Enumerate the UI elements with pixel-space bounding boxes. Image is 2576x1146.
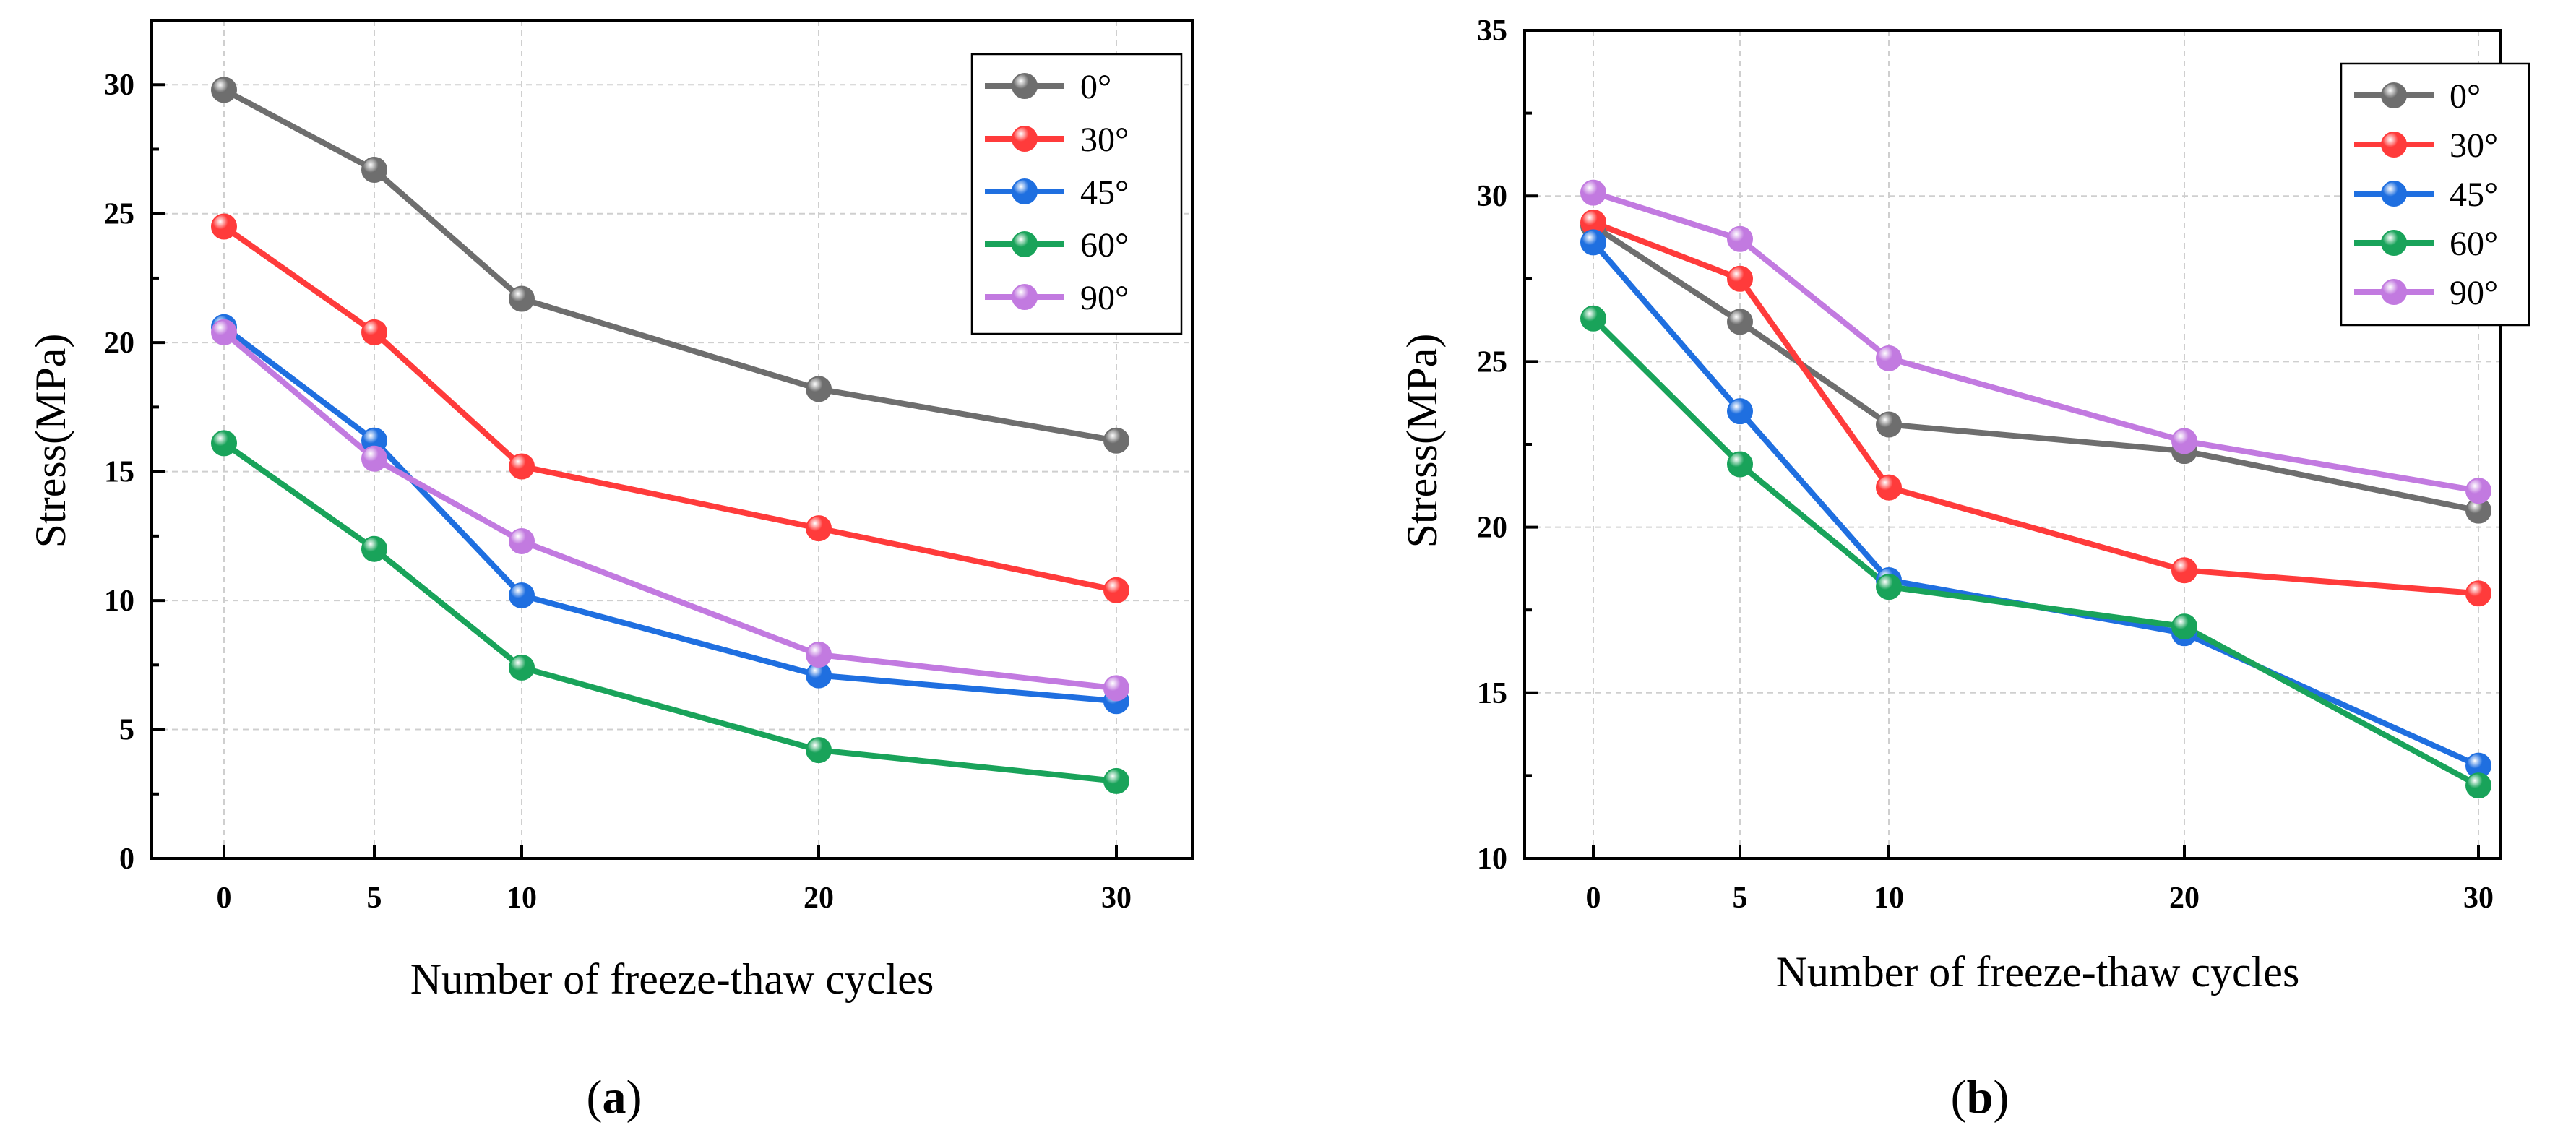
data-point [361, 319, 387, 345]
x-tick-label: 5 [1733, 882, 1748, 915]
y-tick-label: 35 [1477, 14, 1507, 48]
legend-label: 45° [1080, 173, 1129, 212]
legend-label: 30° [2450, 126, 2498, 165]
x-tick-label: 0 [1586, 882, 1601, 915]
data-point [1580, 179, 1606, 206]
series-line-60° [222, 441, 1117, 784]
data-point [2465, 772, 2491, 799]
data-point [211, 430, 237, 457]
panel-label: (b) [1951, 1071, 2009, 1124]
data-point [1727, 309, 1753, 335]
data-point [211, 77, 237, 103]
data-point [1580, 305, 1606, 332]
legend-marker [2381, 82, 2407, 108]
data-point [361, 445, 387, 472]
x-tick-label: 20 [2169, 882, 2200, 915]
legend-marker [1012, 231, 1038, 257]
data-point [1876, 345, 1902, 371]
x-axis-label: Number of freeze-thaw cycles [1776, 948, 2300, 996]
legend-label: 60° [2450, 225, 2498, 263]
y-tick-label: 5 [119, 714, 134, 747]
plot-frame [150, 19, 1194, 860]
legend-label: 0° [1080, 68, 1111, 106]
data-point [1103, 577, 1129, 603]
data-point [1876, 411, 1902, 438]
data-point [806, 642, 832, 668]
y-tick-label: 10 [1477, 843, 1507, 876]
y-axis-label: Stress(MPa) [1398, 334, 1446, 548]
data-point [509, 582, 535, 608]
data-point [2465, 580, 2491, 607]
y-tick-label: 30 [104, 69, 134, 102]
data-point [806, 376, 832, 402]
data-point [361, 535, 387, 562]
data-point [1727, 225, 1753, 252]
data-point [509, 285, 535, 312]
y-tick-label: 10 [104, 585, 134, 618]
data-point [806, 737, 832, 764]
x-tick-label: 5 [367, 882, 382, 915]
data-point [1580, 229, 1606, 256]
data-point [509, 527, 535, 554]
y-tick-label: 15 [104, 456, 134, 489]
y-tick-label: 15 [1477, 677, 1507, 710]
y-tick-label: 20 [104, 327, 134, 360]
data-point [1727, 451, 1753, 478]
legend-marker [2381, 181, 2407, 207]
y-tick-label: 25 [1477, 345, 1507, 379]
legend-marker [1012, 178, 1038, 204]
data-point [806, 515, 832, 542]
legend-marker [2381, 279, 2407, 305]
x-axis-label: Number of freeze-thaw cycles [410, 955, 934, 1003]
data-point [1727, 398, 1753, 425]
x-tick-label: 20 [804, 882, 834, 915]
data-point [1876, 474, 1902, 501]
legend-label: 90° [1080, 279, 1129, 317]
data-point [211, 213, 237, 240]
legend-label: 0° [2450, 77, 2481, 116]
data-point [2465, 478, 2491, 504]
legend-marker [2381, 230, 2407, 256]
series-line-60° [1591, 316, 2480, 788]
x-tick-label: 30 [1101, 882, 1132, 915]
legend-marker [2381, 132, 2407, 158]
y-tick-label: 0 [119, 843, 134, 876]
data-point [2171, 428, 2197, 454]
series-line-45° [222, 324, 1117, 705]
data-point [509, 453, 535, 480]
x-tick-label: 10 [507, 882, 537, 915]
data-point [361, 157, 387, 184]
data-point [1103, 427, 1129, 454]
legend-marker [1012, 284, 1038, 310]
data-point [1876, 574, 1902, 600]
data-point [509, 654, 535, 681]
data-point [1103, 767, 1129, 794]
legend-label: 60° [1080, 226, 1129, 264]
y-tick-label: 30 [1477, 180, 1507, 213]
legend-marker [1012, 126, 1038, 152]
y-tick-label: 25 [104, 198, 134, 231]
legend-label: 90° [2450, 274, 2498, 312]
data-point [2171, 613, 2197, 640]
x-tick-label: 0 [217, 882, 232, 915]
data-point [211, 319, 237, 345]
y-tick-label: 20 [1477, 512, 1507, 545]
x-tick-label: 10 [1874, 882, 1904, 915]
y-axis-label: Stress(MPa) [27, 334, 74, 548]
data-point [1103, 675, 1129, 702]
data-point [1727, 265, 1753, 292]
legend-label: 45° [2450, 176, 2498, 214]
legend-marker [1012, 73, 1038, 99]
chart-panel-b: 10 15 20 25 30 35 0 5 10 20 30 0° 30° 45° 60° 90° Number… [1398, 14, 2530, 1124]
panel-label: (a) [587, 1071, 642, 1124]
chart-panel-a: 0 5 10 15 20 25 30 0 5 10 20 30 0° 30° 45° 60° 90° Number… [27, 19, 1194, 1124]
legend-label: 30° [1080, 121, 1129, 159]
x-tick-label: 30 [2463, 882, 2494, 915]
data-point [2171, 557, 2197, 584]
